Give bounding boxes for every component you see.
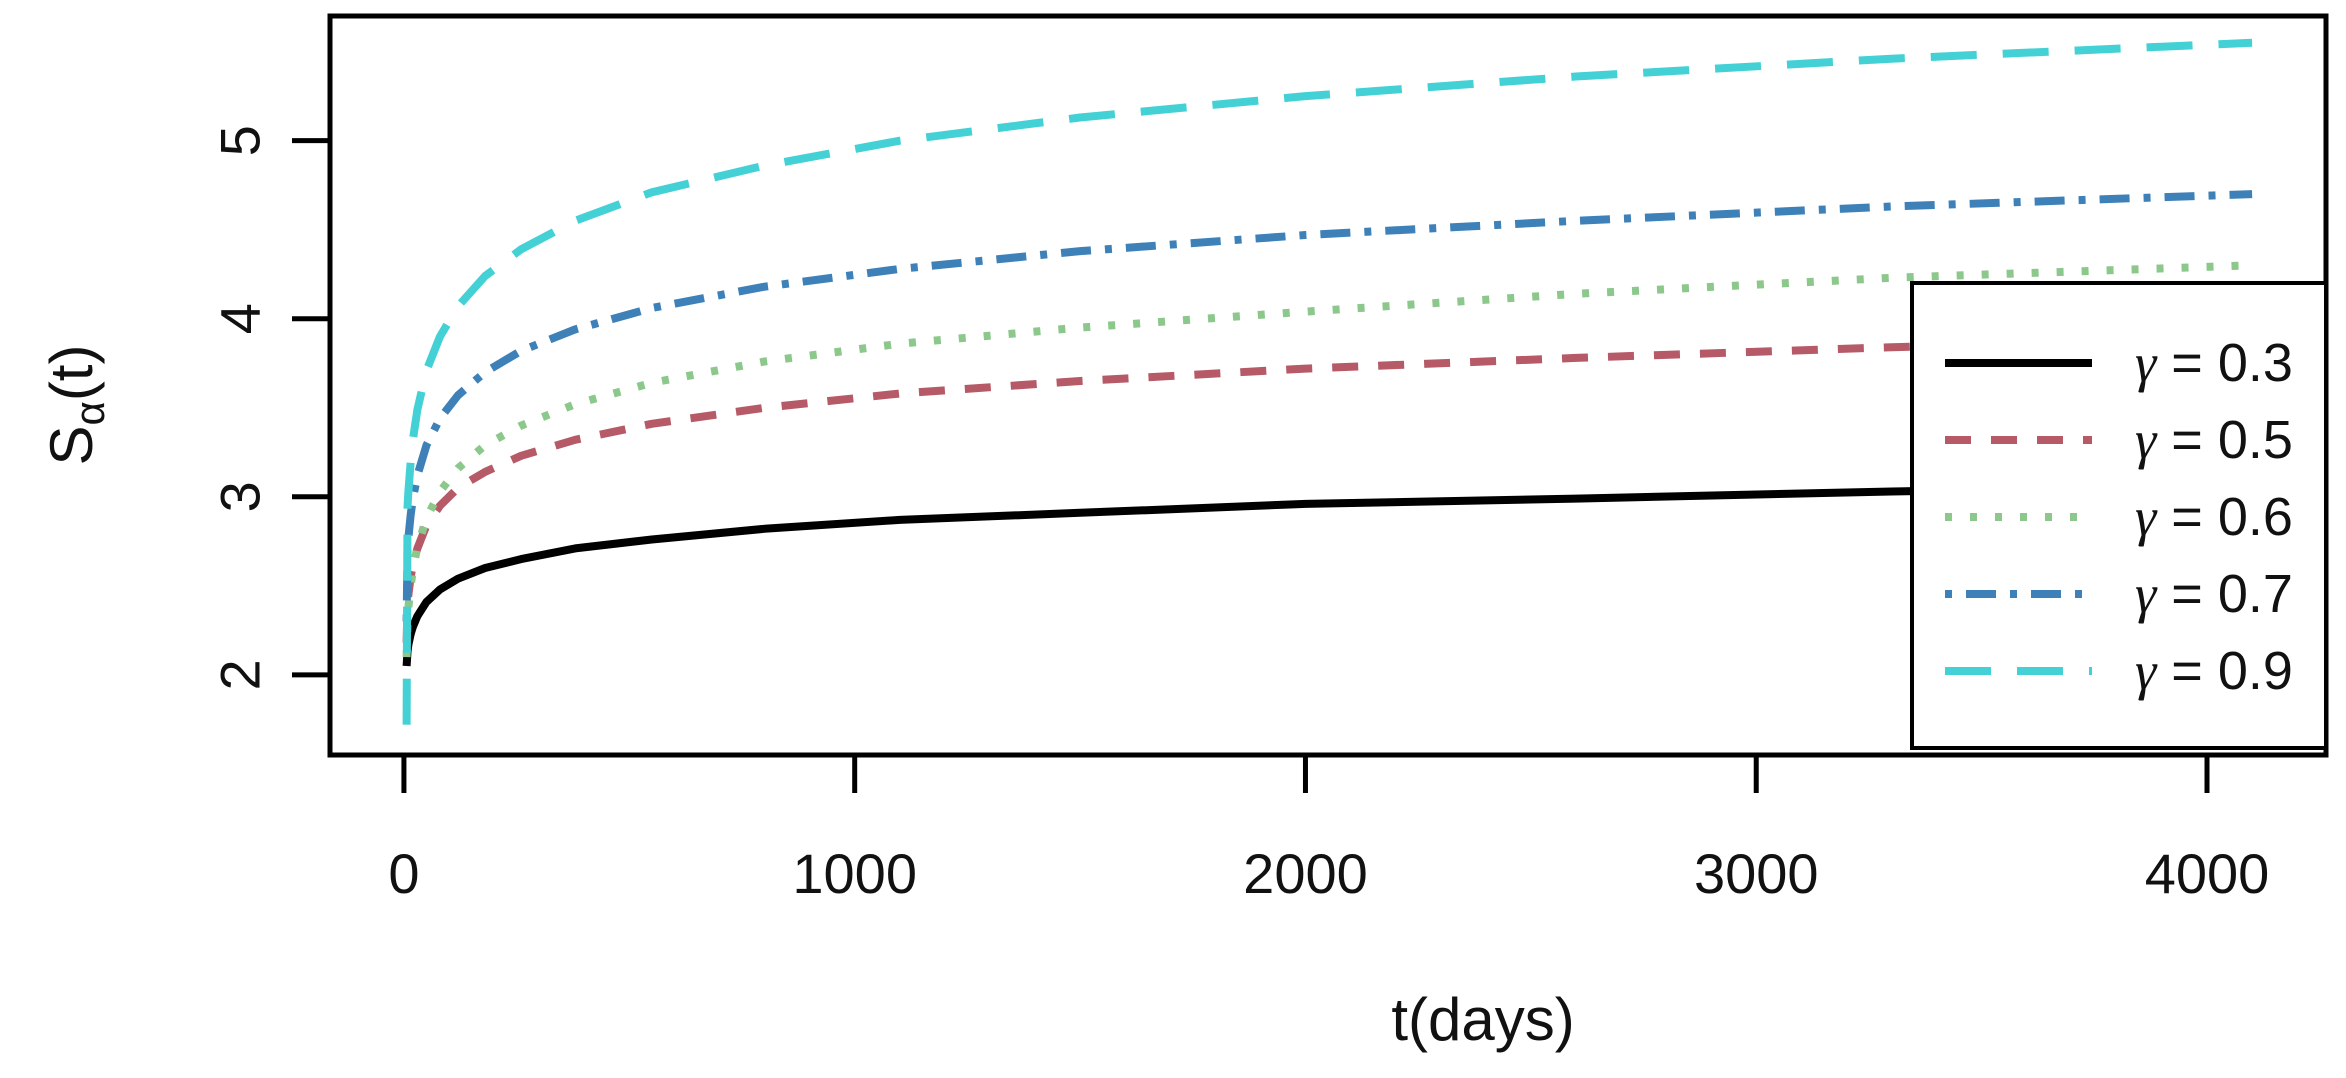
- legend-entry-gamma-0.5: γ = 0.5: [1945, 410, 2293, 470]
- x-axis-title: t(days): [1391, 986, 1574, 1053]
- legend-label: γ = 0.9: [2135, 641, 2293, 701]
- legend-entry-gamma-0.7: γ = 0.7: [1945, 564, 2293, 624]
- legend: γ = 0.3 γ = 0.5 γ = 0.6 γ = 0.7 γ = 0.9: [1910, 281, 2328, 750]
- x-axis-tick-label: 1000: [792, 842, 917, 905]
- curves: [402, 38, 2253, 725]
- y-axis-tick-label: 2: [209, 659, 272, 690]
- curve-gamma-0.6: [402, 261, 2253, 658]
- legend-entry-gamma-0.9: γ = 0.9: [1945, 641, 2293, 701]
- legend-label: γ = 0.6: [2135, 487, 2293, 547]
- axes: 0 1000 2000 3000 4000 2 3 4 5: [209, 125, 2270, 905]
- y-axis-tick-label: 5: [209, 125, 272, 156]
- legend-entry-gamma-0.3: γ = 0.3: [1945, 333, 2293, 393]
- curve-gamma-0.7: [402, 190, 2253, 622]
- x-axis-tick-label: 3000: [1694, 842, 1819, 905]
- x-axis-tick-label: 0: [388, 842, 419, 905]
- y-axis-tick-label: 3: [209, 481, 272, 512]
- legend-label: γ = 0.3: [2135, 333, 2293, 393]
- y-axis-title: Sα(t): [38, 345, 113, 466]
- x-axis-tick-label: 2000: [1243, 842, 1368, 905]
- legend-label: γ = 0.7: [2135, 564, 2293, 624]
- curve-gamma-0.3: [402, 482, 2253, 667]
- legend-label: γ = 0.5: [2135, 410, 2293, 470]
- legend-entry-gamma-0.6: γ = 0.6: [1945, 487, 2293, 547]
- x-axis-tick-label: 4000: [2145, 842, 2270, 905]
- y-axis-tick-label: 4: [209, 303, 272, 334]
